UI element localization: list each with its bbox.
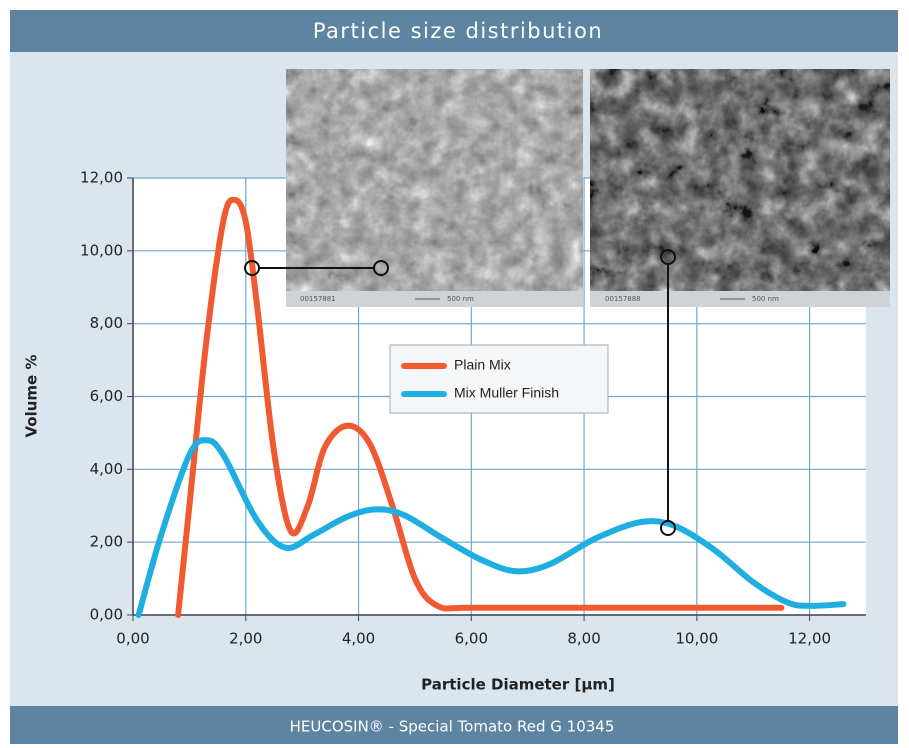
y-tick-label: 6,00 — [90, 387, 123, 405]
y-axis-label: Volume % — [23, 355, 41, 438]
sem-image-left: 00157881 500 nm — [286, 69, 583, 307]
footer-bar — [10, 706, 898, 744]
legend-box — [389, 344, 609, 414]
photo-texture — [286, 69, 583, 291]
sem-image-right: 00157888 500 nm — [590, 69, 890, 307]
x-tick-label: 2,00 — [229, 630, 262, 648]
y-tick-label: 4,00 — [90, 460, 123, 478]
photo-scale: 500 nm — [447, 295, 474, 303]
connectors — [244, 249, 676, 536]
x-tick-label: 6,00 — [455, 630, 488, 648]
connector-dot — [660, 249, 676, 265]
y-tick-label: 0,00 — [90, 606, 123, 624]
photo-texture — [590, 69, 890, 291]
connector-dot — [373, 260, 389, 276]
x-tick-label: 12,00 — [788, 630, 831, 648]
photo-scale: 500 nm — [752, 295, 779, 303]
photo-id: 00157881 — [300, 295, 336, 303]
legend: Plain Mix Mix Muller Finish — [389, 344, 609, 414]
x-tick-label: 8,00 — [567, 630, 600, 648]
y-tick-label: 10,00 — [80, 241, 123, 259]
y-tick-label: 12,00 — [80, 169, 123, 187]
header-title: Particle size distribution — [313, 19, 603, 43]
header-bar — [10, 10, 898, 52]
y-tick-label: 8,00 — [90, 314, 123, 332]
legend-label: Plain Mix — [454, 357, 511, 373]
x-tick-label: 0,00 — [116, 630, 149, 648]
x-axis-label: Particle Diameter [µm] — [421, 676, 615, 694]
x-tick-label: 10,00 — [675, 630, 718, 648]
photo-id: 00157888 — [605, 295, 641, 303]
x-tick-label: 4,00 — [342, 630, 375, 648]
footer-text: HEUCOSIN® - Special Tomato Red G 10345 — [290, 718, 615, 736]
series-line — [175, 196, 785, 618]
y-tick-label: 2,00 — [90, 533, 123, 551]
series-line — [135, 437, 847, 618]
connector-dot — [244, 260, 260, 276]
legend-label: Mix Muller Finish — [454, 385, 559, 401]
connector-dot — [660, 520, 676, 536]
